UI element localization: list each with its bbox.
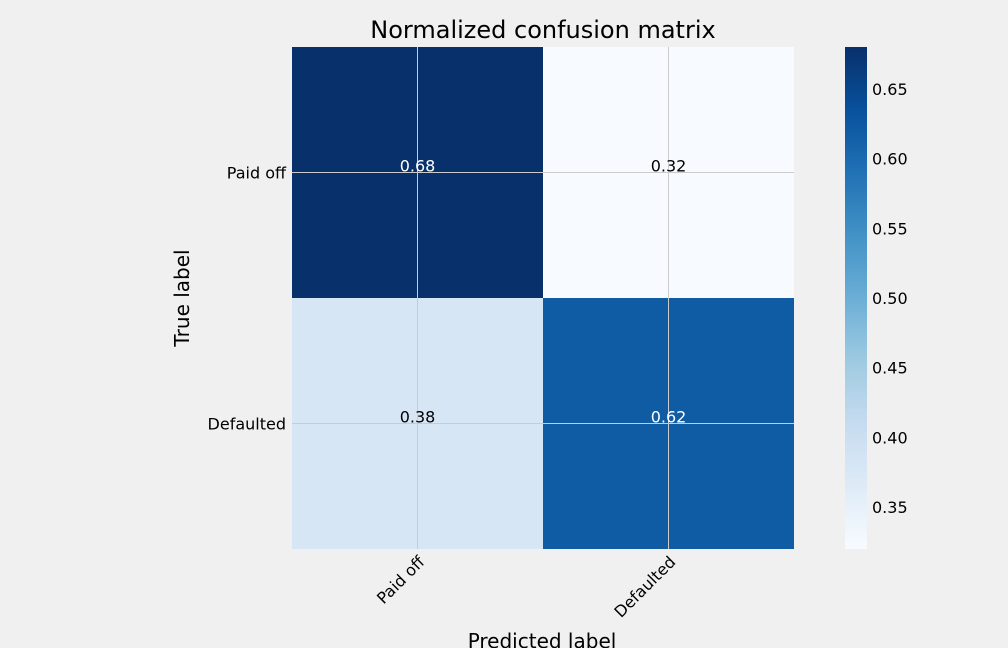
y-tick-label: Paid off bbox=[227, 164, 287, 183]
x-tick-label: Defaulted bbox=[610, 552, 679, 621]
y-tick-label: Defaulted bbox=[208, 415, 286, 434]
colorbar-ticks: 0.35 0.40 0.45 0.50 0.55 0.60 0.65 bbox=[872, 80, 908, 517]
colorbar-tick-label: 0.55 bbox=[872, 219, 908, 238]
heatmap-gridlines bbox=[292, 47, 794, 549]
colorbar-tick-label: 0.45 bbox=[872, 359, 908, 378]
x-tick-label: Paid off bbox=[373, 552, 429, 608]
cell-value-label: 0.62 bbox=[651, 408, 687, 427]
y-axis-ticks: Paid off Defaulted bbox=[208, 164, 287, 434]
colorbar-tick-label: 0.50 bbox=[872, 289, 908, 308]
heatmap-cells bbox=[292, 47, 794, 549]
colorbar bbox=[845, 47, 867, 549]
cell-value-label: 0.32 bbox=[651, 157, 687, 176]
cell-value-label: 0.68 bbox=[400, 157, 436, 176]
cell-value-label: 0.38 bbox=[400, 408, 436, 427]
chart-title: Normalized confusion matrix bbox=[370, 16, 715, 44]
x-axis-label: Predicted label bbox=[468, 629, 617, 648]
x-axis-ticks: Paid off Defaulted bbox=[373, 552, 679, 622]
colorbar-tick-label: 0.60 bbox=[872, 150, 908, 169]
y-axis-label: True label bbox=[170, 249, 194, 347]
heatmap-cell-labels: 0.68 0.32 0.38 0.62 bbox=[400, 157, 687, 427]
colorbar-tick-label: 0.65 bbox=[872, 80, 908, 99]
colorbar-tick-label: 0.35 bbox=[872, 498, 908, 517]
colorbar-tick-label: 0.40 bbox=[872, 428, 908, 447]
